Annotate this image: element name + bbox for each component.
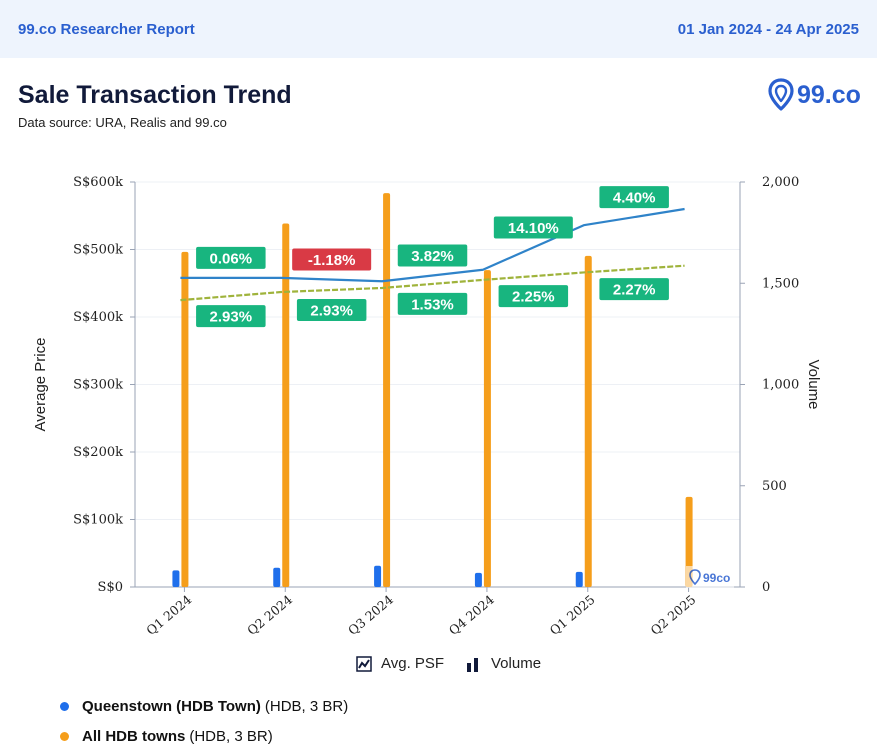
- y2-tick-label: 500: [762, 479, 787, 494]
- x-tick-label: Q2 2025: [648, 592, 699, 638]
- bar-all-hdb-volume: [383, 193, 391, 587]
- y-tick-label: S$500k: [73, 243, 123, 258]
- change-badge-bg: [296, 299, 367, 321]
- series-detail: (HDB, 3 BR): [264, 698, 349, 715]
- report-header: 99.co Researcher Report 01 Jan 2024 - 24…: [0, 0, 877, 58]
- change-badge-bg: [397, 292, 468, 315]
- y-tick-label: S$400k: [73, 310, 123, 325]
- y-tick-label: S$100k: [73, 513, 123, 528]
- watermark-text: 99co: [703, 571, 730, 585]
- change-badge-label: 2.93%: [310, 303, 353, 320]
- change-badge-bg: [498, 285, 569, 308]
- change-badge-label: 14.10%: [508, 220, 559, 237]
- change-badge-bg: [493, 216, 573, 239]
- brand-logo: 99.co: [768, 78, 861, 112]
- change-badge: 2.93%: [296, 299, 367, 321]
- bar-queenstown-volume: [172, 570, 180, 587]
- watermark-pin-icon: [689, 569, 701, 586]
- y2-axis-title: Volume: [805, 359, 822, 409]
- change-badge-label: 4.40%: [613, 190, 656, 207]
- bar-all-hdb-volume: [584, 255, 592, 587]
- y-tick-label: S$300k: [73, 378, 123, 393]
- change-badge-bg: [599, 278, 669, 301]
- line-queenstown-price: [180, 207, 685, 283]
- change-badge-label: 0.06%: [210, 250, 253, 267]
- x-tick-label: Q3 2024: [345, 592, 396, 638]
- y2-tick-label: 0: [762, 580, 770, 595]
- y-tick-label: S$600k: [73, 175, 123, 190]
- bar-all-hdb-volume: [282, 223, 290, 587]
- chart-watermark: 99co: [686, 566, 734, 588]
- location-pin-icon: [768, 78, 794, 111]
- series-legend-all-hdb: All HDB towns (HDB, 3 BR): [60, 728, 273, 745]
- y-tick-label: S$0: [98, 580, 123, 595]
- sale-trend-chart: S$0 S$100k S$200k S$300k S$400k S$500k S$600k 0…: [32, 175, 822, 638]
- change-badge-bg: [196, 305, 266, 328]
- chart-legend: Avg. PSF Volume: [0, 650, 877, 680]
- logo-text: 99.co: [797, 80, 861, 109]
- change-badge-label: 2.25%: [512, 289, 555, 306]
- change-badge-label: 3.82%: [411, 248, 454, 265]
- report-brand: 99.co Researcher Report: [18, 21, 195, 38]
- change-badge: 2.93%: [196, 305, 266, 328]
- x-tick-label: Q4 2024: [446, 592, 497, 638]
- bar-queenstown-volume: [273, 567, 281, 587]
- line-all-hdb-price: [180, 264, 685, 302]
- x-tick-label: Q1 2024: [143, 592, 194, 638]
- change-badge-label: 2.93%: [210, 309, 253, 326]
- series-detail: (HDB, 3 BR): [189, 728, 273, 745]
- change-badge-bg: [196, 246, 266, 269]
- change-badge-bg: [599, 186, 669, 209]
- change-badge-label: -1.18%: [308, 252, 356, 269]
- change-badge: 0.06%: [196, 246, 266, 269]
- change-badge-bg: [292, 248, 372, 271]
- line-chart-icon: [356, 655, 372, 672]
- change-badge-bg: [397, 244, 468, 267]
- series-legend-queenstown: Queenstown (HDB Town) (HDB, 3 BR): [60, 698, 348, 715]
- series-name: Queenstown (HDB Town): [82, 698, 261, 715]
- y-tick-label: S$200k: [73, 445, 123, 460]
- y2-tick-label: 2,000: [762, 175, 799, 190]
- change-badge-label: 2.27%: [613, 282, 656, 299]
- bar-all-hdb-volume: [685, 496, 693, 587]
- series-dot: [60, 732, 69, 741]
- change-badge: 2.25%: [498, 285, 569, 308]
- y2-tick-label: 1,000: [762, 378, 799, 393]
- x-tick-label: Q2 2024: [244, 592, 295, 638]
- legend-volume-label: Volume: [491, 655, 542, 672]
- change-badge: 2.27%: [599, 278, 669, 301]
- bar-all-hdb-volume: [181, 251, 189, 588]
- bar-chart-icon: [467, 657, 478, 672]
- bar-all-hdb-volume: [483, 270, 491, 587]
- bar-queenstown-volume: [575, 571, 583, 587]
- change-badge: 1.53%: [397, 292, 468, 315]
- bar-queenstown-volume: [474, 572, 482, 587]
- page-title: Sale Transaction Trend: [18, 81, 292, 109]
- legend-avg-psf[interactable]: Avg. PSF: [356, 655, 444, 672]
- x-tick-label: Q1 2025: [547, 592, 598, 638]
- change-badge: 4.40%: [599, 186, 669, 209]
- y-axis-title: Average Price: [32, 338, 49, 432]
- date-range: 01 Jan 2024 - 24 Apr 2025: [677, 21, 859, 38]
- bar-queenstown-volume: [374, 565, 382, 587]
- change-badge-label: 1.53%: [411, 296, 454, 313]
- legend-avg-psf-label: Avg. PSF: [381, 655, 445, 672]
- legend-volume[interactable]: Volume: [465, 655, 541, 672]
- change-badge: 3.82%: [397, 244, 468, 267]
- y2-tick-label: 1,500: [762, 276, 799, 291]
- change-badge: 14.10%: [493, 216, 573, 239]
- data-source: Data source: URA, Realis and 99.co: [18, 115, 227, 130]
- series-name: All HDB towns: [82, 728, 186, 745]
- series-dot: [60, 702, 69, 711]
- change-badge: -1.18%: [292, 248, 372, 271]
